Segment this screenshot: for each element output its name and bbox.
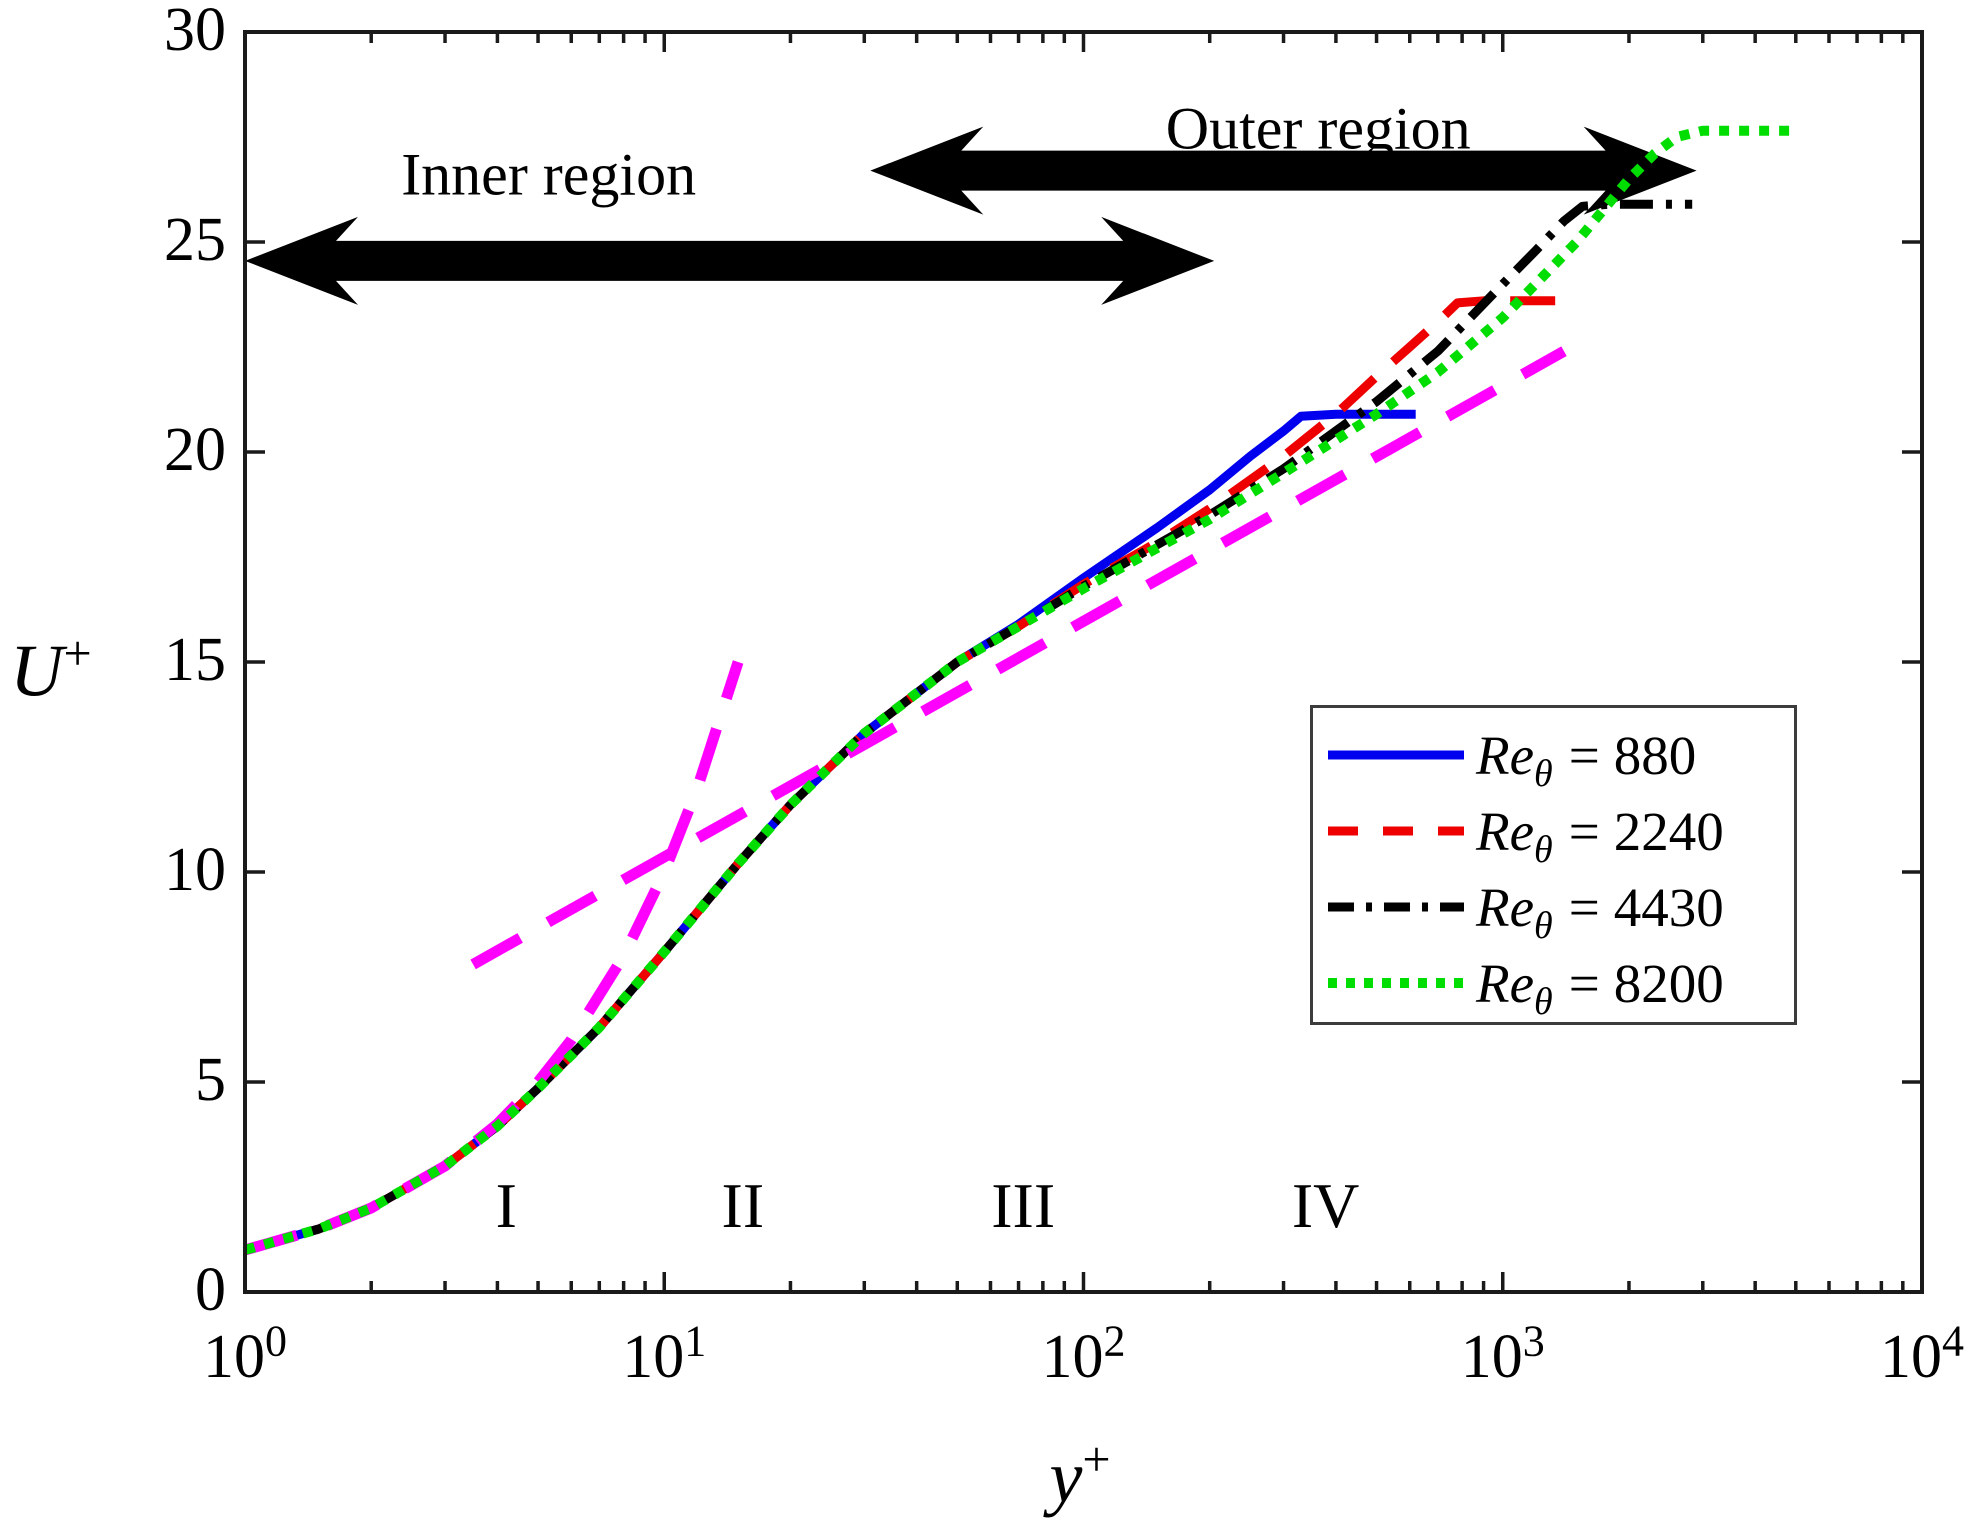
inner-region-label: Inner region — [401, 141, 697, 208]
y-tick-label-30: 30 — [164, 0, 226, 65]
legend-label-re4430: Reθ = 4430 — [1476, 876, 1724, 947]
legend-swatch-re2240 — [1328, 826, 1464, 836]
x-tick-label-10e3: 103 — [1460, 1316, 1545, 1391]
legend-label-re880: Reθ = 880 — [1476, 724, 1697, 795]
region-label-III: III — [991, 1169, 1056, 1241]
inner-region-arrow — [245, 216, 1215, 305]
legend-label-re8200: Reθ = 8200 — [1476, 952, 1724, 1023]
y-tick-label-0: 0 — [195, 1256, 226, 1325]
x-axis-title: y+ — [1049, 1434, 1110, 1521]
legend-label-re2240: Reθ = 2240 — [1476, 800, 1724, 871]
y-axis-title-sup: + — [63, 624, 92, 681]
x-tick-label-10e4: 104 — [1880, 1316, 1964, 1391]
legend-swatch-re8200 — [1328, 978, 1464, 988]
region-label-I: I — [495, 1169, 517, 1241]
y-tick-label-15: 15 — [164, 626, 226, 695]
axes-box — [243, 30, 1924, 1294]
legend-box: Reθ = 880 Reθ = 2240 Reθ = 4430 Reθ = 8200 — [1310, 705, 1797, 1025]
legend-item-re4430: Reθ = 4430 — [1326, 869, 1794, 945]
curve-re2240 — [243, 296, 1558, 1255]
reference-line-log-law — [470, 346, 1567, 970]
x-tick-label-10e2: 102 — [1041, 1316, 1126, 1391]
legend-item-re880: Reθ = 880 — [1326, 717, 1794, 793]
legend-item-re2240: Reθ = 2240 — [1326, 793, 1794, 869]
legend-item-re8200: Reθ = 8200 — [1326, 945, 1794, 1021]
region-label-IV: IV — [1291, 1169, 1360, 1241]
reference-line-linear-law — [243, 660, 744, 1256]
y-tick-label-20: 20 — [164, 416, 226, 485]
x-axis-title-base: y — [1049, 1436, 1083, 1519]
outer-region-label: Outer region — [1165, 95, 1471, 162]
curve-re8200 — [243, 125, 1796, 1255]
y-axis-title: U+ — [10, 628, 92, 715]
legend-swatch-re880 — [1328, 750, 1464, 760]
y-tick-label-10: 10 — [164, 836, 226, 905]
region-label-II: II — [721, 1169, 765, 1241]
y-axis-title-base: U — [10, 630, 64, 713]
x-axis-title-sup: + — [1082, 1430, 1111, 1487]
x-tick-label-10e1: 101 — [622, 1316, 707, 1391]
legend-swatch-re4430 — [1328, 902, 1464, 912]
y-tick-label-5: 5 — [195, 1046, 226, 1115]
x-tick-label-10e0: 100 — [203, 1316, 287, 1391]
y-tick-label-25: 25 — [164, 206, 226, 275]
outer-region-arrow — [870, 126, 1697, 215]
